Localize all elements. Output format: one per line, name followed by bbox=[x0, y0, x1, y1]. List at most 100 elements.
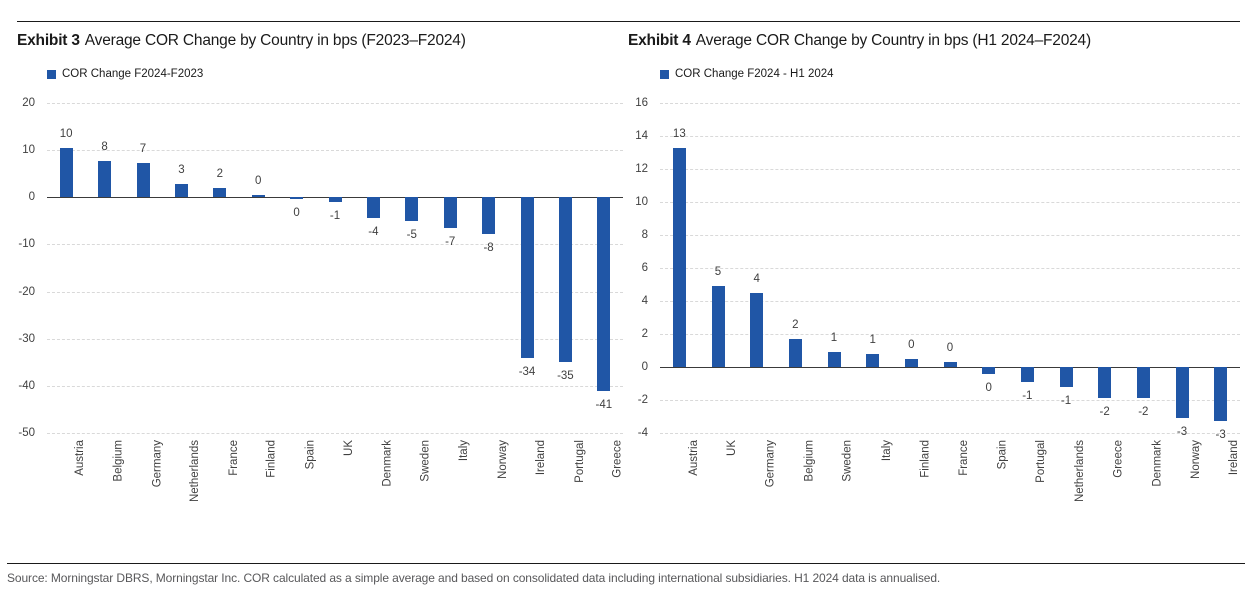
top-rule bbox=[17, 21, 1240, 22]
bar bbox=[98, 160, 112, 198]
chart-exhibit-4: Exhibit 4 Average COR Change by Country i… bbox=[628, 30, 1241, 535]
y-tick-label: 14 bbox=[635, 130, 648, 142]
bar bbox=[982, 367, 996, 374]
chart-title-text: Average COR Change by Country in bps (H1… bbox=[695, 32, 1091, 49]
bar-value-label: 0 bbox=[946, 342, 954, 355]
gridline bbox=[47, 433, 623, 434]
bar bbox=[827, 352, 841, 367]
exhibit-number: Exhibit 3 bbox=[17, 32, 80, 49]
bar-value-label: -2 bbox=[1138, 406, 1149, 419]
y-tick-label: 6 bbox=[641, 262, 648, 274]
plot-area: 10 8 7 3 2 0 0 -1 -4 -5 -7 -8 -34 -35 -41 bbox=[47, 103, 623, 434]
exhibit-number: Exhibit 4 bbox=[628, 32, 691, 49]
x-category-label: Ireland bbox=[1228, 440, 1241, 476]
bar-value-label: -1 bbox=[1022, 389, 1033, 402]
x-category-label: Portugal bbox=[1035, 440, 1048, 483]
bar bbox=[443, 197, 457, 229]
bar-value-label: 3 bbox=[178, 164, 185, 177]
x-category-label: Netherlands bbox=[1074, 440, 1086, 503]
x-category-label: Belgium bbox=[803, 440, 816, 482]
y-axis: 16 14 12 10 8 6 4 2 0 -2 -4 bbox=[628, 97, 660, 439]
x-category-label: Denmark bbox=[381, 440, 394, 487]
gridline bbox=[47, 385, 623, 387]
bar-value-label: 0 bbox=[254, 175, 262, 188]
source-note: Source: Morningstar DBRS, Morningstar In… bbox=[7, 571, 941, 585]
chart-title-text: Average COR Change by Country in bps (F2… bbox=[84, 32, 466, 49]
chart-title: Exhibit 3 Average COR Change by Country i… bbox=[17, 32, 466, 50]
bar-value-label: 2 bbox=[216, 168, 223, 181]
bar-value-label: 0 bbox=[908, 338, 915, 351]
gridline bbox=[660, 400, 1240, 401]
plot-area: 13 5 4 2 1 1 0 0 0 -1 -1 -2 -2 -3 -3 bbox=[660, 103, 1240, 441]
x-category-label: Greece bbox=[1112, 440, 1125, 478]
bar-value-label: -3 bbox=[1176, 426, 1188, 439]
y-tick-label: 0 bbox=[28, 191, 35, 204]
bar bbox=[1059, 367, 1073, 387]
bar-value-label: -5 bbox=[406, 228, 417, 241]
bar-value-label: 1 bbox=[830, 332, 838, 345]
bar bbox=[1136, 367, 1150, 399]
legend: COR Change F2024-F2023 bbox=[47, 68, 203, 80]
y-tick-label: -10 bbox=[18, 238, 35, 251]
x-category-label: Norway bbox=[496, 440, 509, 479]
bar-value-label: 2 bbox=[792, 318, 799, 331]
bar bbox=[672, 147, 686, 367]
x-category-label: Denmark bbox=[1151, 440, 1164, 487]
y-tick-label: 10 bbox=[635, 196, 648, 208]
y-tick-label: -4 bbox=[637, 427, 648, 439]
gridline bbox=[47, 150, 623, 152]
gridline bbox=[660, 268, 1240, 269]
bar bbox=[59, 148, 73, 198]
x-category-label: Portugal bbox=[573, 440, 586, 483]
gridline bbox=[660, 235, 1240, 236]
bar bbox=[366, 197, 380, 219]
bar-value-label: -3 bbox=[1215, 429, 1226, 442]
y-tick-label: 12 bbox=[635, 163, 648, 175]
chart-exhibit-3: Exhibit 3 Average COR Change by Country i… bbox=[17, 30, 624, 535]
zero-axis-line bbox=[660, 367, 1240, 368]
x-category-label: Spain bbox=[996, 440, 1009, 470]
bar bbox=[1175, 367, 1189, 419]
y-tick-label: -50 bbox=[18, 427, 35, 439]
bar bbox=[1214, 367, 1228, 422]
bar bbox=[290, 197, 304, 200]
legend-swatch bbox=[660, 69, 669, 79]
bar bbox=[1098, 367, 1112, 399]
chart-title: Exhibit 4 Average COR Change by Country i… bbox=[628, 32, 1091, 50]
gridline bbox=[660, 103, 1240, 104]
bar-value-label: -34 bbox=[518, 365, 536, 378]
y-tick-label: 0 bbox=[641, 361, 648, 373]
bar-value-label: 4 bbox=[753, 272, 760, 285]
x-category-label: Norway bbox=[1190, 440, 1202, 479]
gridline bbox=[660, 334, 1240, 335]
y-tick-label: 10 bbox=[22, 144, 35, 157]
gridline bbox=[660, 433, 1240, 434]
x-category-label: Spain bbox=[304, 440, 317, 470]
gridline bbox=[660, 202, 1240, 203]
x-category-label: UK bbox=[726, 440, 738, 456]
bar bbox=[943, 362, 957, 367]
bar bbox=[251, 195, 265, 198]
bar bbox=[1020, 367, 1034, 382]
bar bbox=[750, 292, 764, 367]
x-category-label: Italy bbox=[458, 440, 471, 462]
x-category-label: Ireland bbox=[535, 440, 547, 476]
bar bbox=[711, 286, 725, 367]
x-category-label: Finland bbox=[919, 440, 932, 478]
bar-value-label: 0 bbox=[293, 207, 300, 220]
x-category-label: Netherlands bbox=[189, 440, 202, 503]
gridline bbox=[660, 136, 1240, 137]
x-category-label: Sweden bbox=[842, 440, 854, 482]
bar bbox=[174, 184, 188, 198]
y-tick-label: -2 bbox=[637, 394, 648, 406]
y-tick-label: 8 bbox=[641, 229, 648, 241]
x-category-label: Austria bbox=[74, 440, 87, 476]
x-category-label: Germany bbox=[764, 440, 777, 488]
bar-value-label: -4 bbox=[368, 226, 379, 239]
legend: COR Change F2024 - H1 2024 bbox=[660, 68, 834, 80]
bar bbox=[328, 197, 342, 203]
x-category-label: Greece bbox=[611, 440, 624, 478]
bar-value-label: 10 bbox=[59, 128, 73, 141]
bar-value-label: -1 bbox=[1060, 394, 1072, 407]
